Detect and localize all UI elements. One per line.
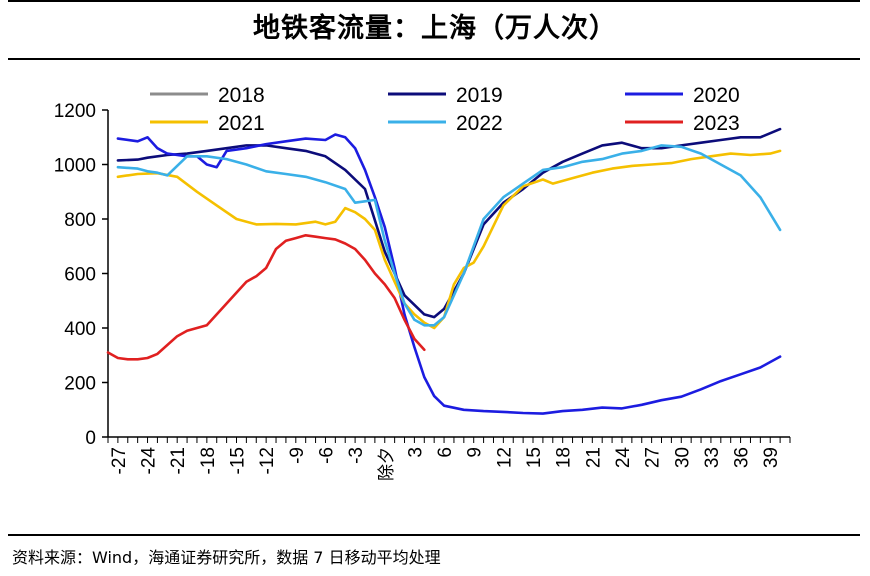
title-rule <box>8 58 860 60</box>
footer-rule <box>8 534 860 536</box>
series-line-2022 <box>116 144 782 327</box>
x-tick-label: 6 <box>435 447 456 458</box>
series-line-2020 <box>116 133 782 415</box>
legend-label-2022: 2022 <box>456 112 503 135</box>
y-tick-label: 0 <box>85 428 96 449</box>
legend-label-2018: 2018 <box>218 84 265 107</box>
source-note: 资料来源：Wind，海通证券研究所，数据 7 日移动平均处理 <box>12 548 441 567</box>
y-tick-label: 1200 <box>54 101 96 122</box>
x-tick-label: 27 <box>643 447 664 468</box>
x-tick-label: 24 <box>613 447 634 469</box>
x-tick-label: 21 <box>583 447 604 468</box>
legend-label-2021: 2021 <box>218 112 265 135</box>
chart-legend: 2018 2019 2020 2021 2022 2023 <box>150 84 740 135</box>
series-line-2021 <box>116 149 782 330</box>
x-tick-label: -24 <box>139 447 160 475</box>
legend-label-2020: 2020 <box>693 84 740 107</box>
y-tick-label: 400 <box>64 319 96 340</box>
legend-label-2023: 2023 <box>693 112 740 135</box>
y-tick-label: 1000 <box>54 156 96 177</box>
x-tick-label: 36 <box>732 447 753 468</box>
x-tick-label: -9 <box>287 447 308 464</box>
x-tick-label: 12 <box>494 447 515 468</box>
x-tick-label: 除夕 <box>377 447 397 481</box>
y-tick-label: 800 <box>64 210 96 231</box>
legend-label-2019: 2019 <box>456 84 503 107</box>
series-line-2019 <box>116 127 782 319</box>
x-tick-label: 15 <box>524 447 545 468</box>
x-tick-label: -21 <box>168 447 189 474</box>
x-tick-label: -12 <box>257 447 278 474</box>
x-tick-label: -27 <box>109 447 130 474</box>
x-tick-label: 3 <box>405 447 426 458</box>
x-tick-label: -15 <box>227 447 248 474</box>
x-tick-label: 33 <box>702 447 723 468</box>
x-tick-label: -18 <box>198 447 219 474</box>
chart-title: 地铁客流量：上海（万人次） <box>253 13 617 44</box>
y-tick-label: 600 <box>64 265 96 286</box>
x-tick-label: -6 <box>316 447 337 464</box>
x-tick-label: 18 <box>554 447 575 468</box>
x-tick-label: 30 <box>672 447 693 468</box>
y-tick-label: 200 <box>64 374 96 395</box>
top-rule <box>8 0 860 2</box>
x-tick-label: 39 <box>761 447 782 468</box>
x-tick-label: 9 <box>465 447 486 458</box>
x-tick-label: -3 <box>346 447 367 464</box>
series-line-2023 <box>106 234 426 361</box>
chart-series <box>106 127 782 415</box>
